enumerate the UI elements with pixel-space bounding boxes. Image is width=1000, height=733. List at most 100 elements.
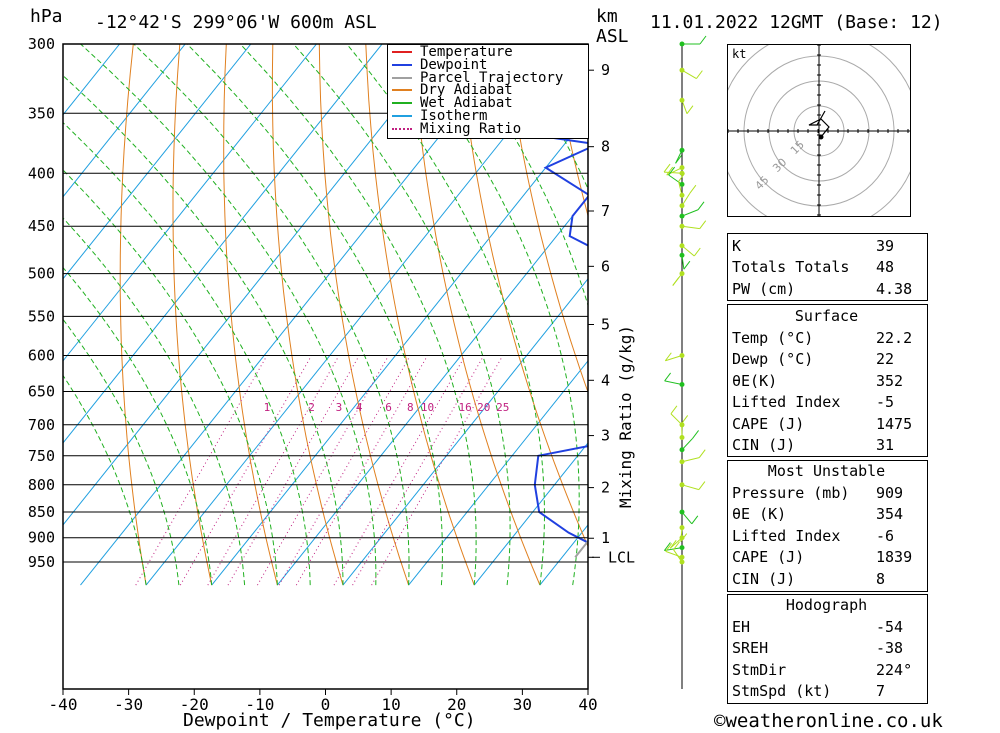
mixing-ratio-label: 6 — [385, 401, 392, 414]
hodograph-ring-label: 45 — [753, 173, 772, 192]
most-unstable-title: Most Unstable — [767, 462, 886, 480]
plot-frame — [62, 43, 589, 690]
wind-barb — [681, 484, 700, 491]
hpa-unit-label: hPa — [30, 6, 63, 27]
dry-adiabat-line — [271, 44, 344, 586]
index-label: Lifted Index — [732, 393, 841, 412]
isotherm-line — [408, 360, 588, 586]
index-label: Dewp (°C) — [732, 350, 814, 369]
hodograph-ring-label: 30 — [770, 156, 789, 175]
pressure-tick-label: 650 — [28, 382, 55, 400]
pressure-tick-label: 500 — [28, 265, 55, 283]
index-value: 1475 — [876, 414, 913, 433]
wind-barb-flag — [670, 405, 678, 415]
index-row: StmDir 224° — [728, 659, 926, 681]
wind-barb-flag — [678, 173, 685, 182]
legend-swatch — [392, 115, 412, 117]
mixing-ratio-label: 16 — [459, 401, 472, 414]
index-label: K — [732, 236, 742, 255]
lcl-label: LCL — [608, 548, 635, 566]
index-value: 31 — [876, 436, 895, 455]
index-label: θE (K) — [732, 505, 787, 524]
legend-item: Parcel Trajectory — [392, 69, 564, 86]
hodograph-stats-panel — [727, 594, 928, 704]
wind-barb-flag — [691, 515, 699, 525]
mixing-ratio-line — [179, 355, 312, 586]
km-tick-label: 5 — [601, 316, 610, 334]
wind-barb-flag — [689, 184, 697, 194]
index-label: θE(K) — [732, 371, 778, 390]
wind-barb — [670, 413, 683, 426]
wind-barb-flag — [663, 542, 671, 551]
index-row: CIN (J) 31 — [728, 435, 926, 457]
mixing-ratio-label: 2 — [308, 401, 315, 414]
index-value: 224° — [876, 660, 913, 679]
wind-barb-flag — [666, 166, 674, 176]
legend-label: Isotherm — [420, 108, 488, 124]
wind-barb — [681, 192, 691, 207]
isotherm-line — [342, 278, 588, 586]
x-tick-label: -30 — [114, 695, 143, 714]
surface-title: Surface — [794, 307, 859, 325]
km-tick-label: 6 — [601, 257, 610, 275]
legend-label: Parcel Trajectory — [420, 69, 564, 86]
index-value: -5 — [876, 393, 895, 412]
pressure-tick-label: 950 — [28, 553, 55, 571]
x-axis-label: Dewpoint / Temperature (°C) — [183, 710, 476, 731]
index-label: CIN (J) — [732, 436, 796, 455]
index-value: 4.38 — [876, 279, 913, 298]
index-value: 909 — [876, 483, 904, 502]
pressure-tick-label: 400 — [28, 164, 55, 182]
index-row: Temp (°C) 22.2 — [728, 327, 926, 349]
index-value: 354 — [876, 505, 904, 524]
index-value: -54 — [876, 617, 904, 636]
isotherm-line — [63, 44, 383, 444]
dry-adiabat-line — [970, 44, 1000, 585]
isotherm-line — [63, 44, 252, 280]
mixing-ratio-line — [333, 355, 466, 586]
index-label: Totals Totals — [732, 258, 850, 277]
wind-barb — [681, 255, 685, 270]
isotherm-line — [473, 442, 588, 586]
dry-adiabat-line — [924, 44, 1000, 585]
legend-swatch — [392, 89, 412, 92]
wind-barb — [665, 355, 683, 362]
mixing-ratio-label: 8 — [407, 401, 414, 414]
index-row: Lifted Index -5 — [728, 392, 926, 414]
index-row: SREH -38 — [728, 638, 926, 660]
index-row: Dewp (°C) 22 — [728, 349, 926, 371]
index-label: StmDir — [732, 660, 787, 679]
wind-barb — [678, 181, 683, 196]
km-tick-label: 9 — [601, 61, 610, 79]
hodograph-stats-title: Hodograph — [785, 596, 868, 614]
most-unstable-table: Pressure (mb) 909 θE (K) 354 Lifted Index -6 C… — [728, 482, 926, 590]
indices-table: K 39 Totals Totals 48 PW (cm) 4.38 — [728, 235, 926, 300]
index-row: θE(K) 352 — [728, 370, 926, 392]
wet-adiabat-line — [63, 374, 147, 586]
isotherm-line — [63, 44, 186, 198]
index-row: Totals Totals 48 — [728, 257, 926, 279]
mixing-ratio-line — [257, 355, 390, 586]
wind-barb — [681, 438, 693, 451]
legend-swatch — [392, 51, 412, 53]
km-tick-label: 8 — [601, 138, 610, 156]
wind-barb-flag — [699, 35, 707, 45]
km-tick-label: 2 — [601, 479, 610, 497]
index-label: CAPE (J) — [732, 414, 805, 433]
dry-adiabat-line — [172, 44, 213, 586]
km-unit-label: km — [596, 6, 618, 27]
index-label: SREH — [732, 639, 769, 658]
index-value: 352 — [876, 371, 904, 390]
hodograph-trace — [808, 110, 830, 138]
index-value: 8 — [876, 569, 886, 588]
wind-barb-flag — [681, 415, 689, 424]
index-row: CAPE (J) 1839 — [728, 547, 926, 569]
hodograph-panel: kt 15 30 45 — [727, 44, 911, 217]
wind-barb — [664, 171, 683, 174]
isotherm-line — [276, 196, 588, 586]
wind-barb — [681, 69, 697, 80]
most-unstable-panel — [727, 460, 928, 592]
index-label: StmSpd (kt) — [732, 682, 832, 701]
